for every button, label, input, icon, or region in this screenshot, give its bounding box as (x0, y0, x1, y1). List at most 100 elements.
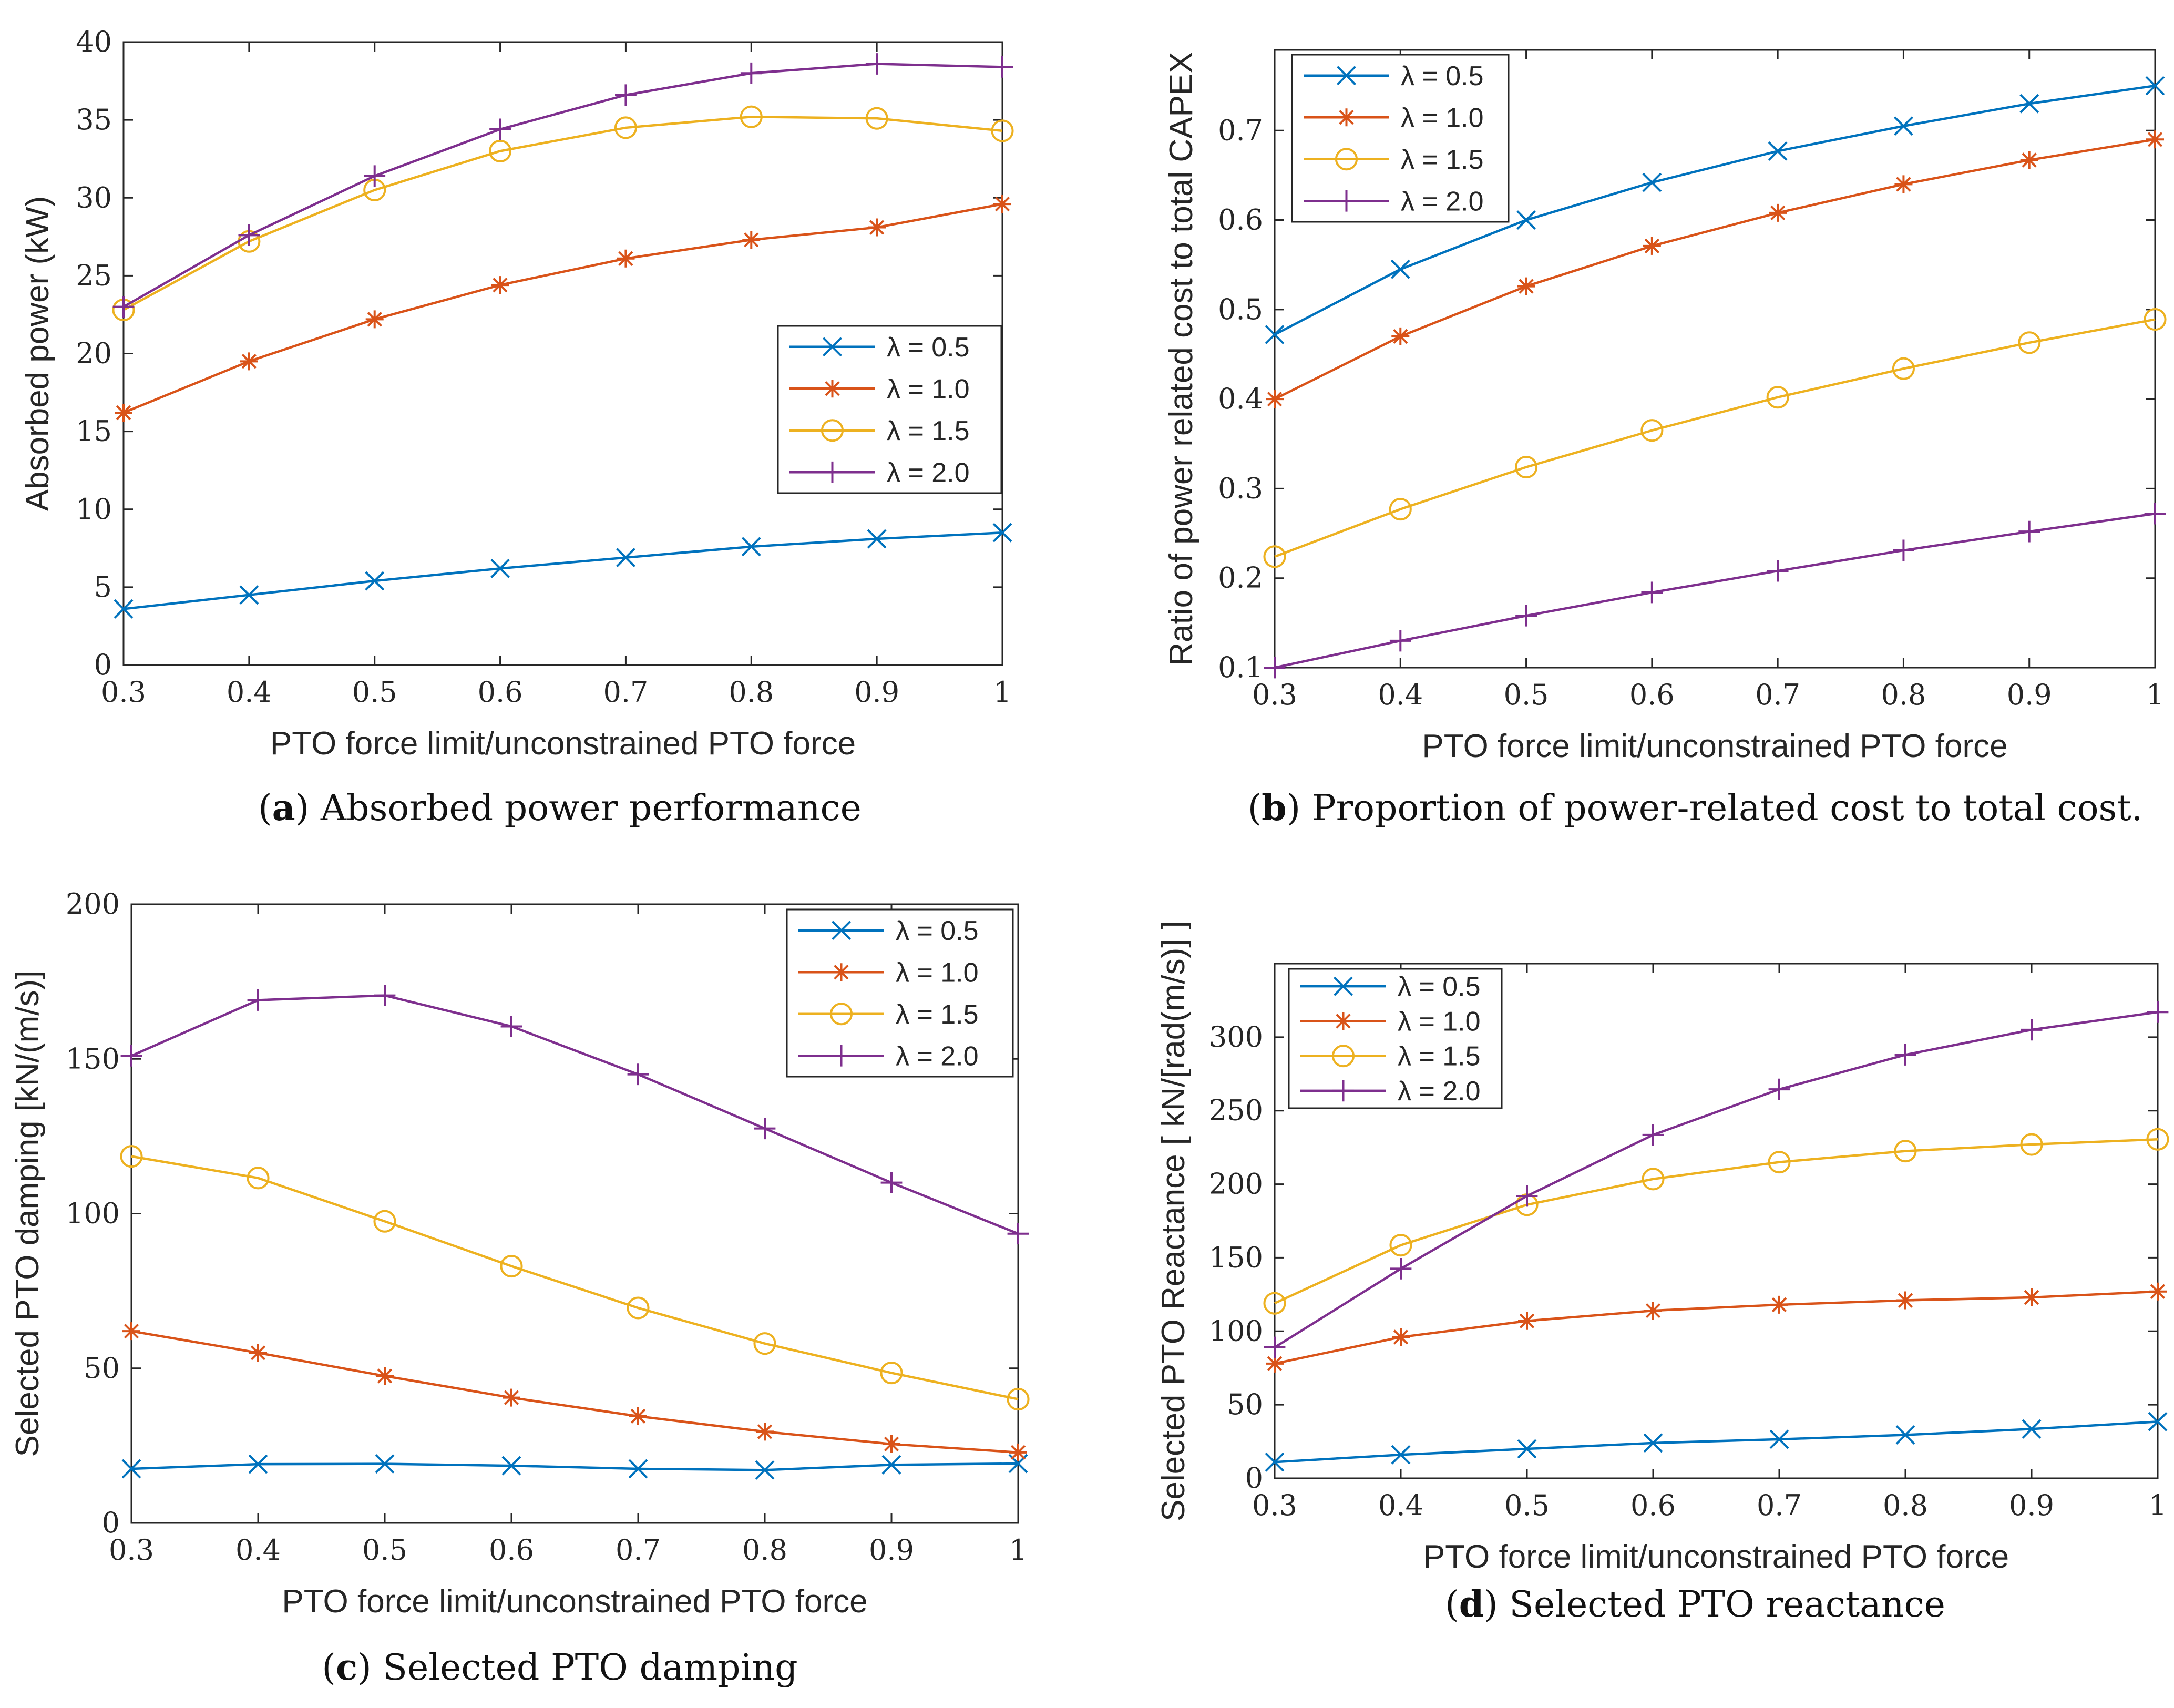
y-tick-label: 40 (76, 25, 112, 58)
x-tick-label: 0.8 (1881, 678, 1926, 711)
data-point (2145, 76, 2165, 96)
data-point (1642, 1124, 1664, 1146)
legend-entry-label: λ = 1.0 (896, 957, 979, 988)
caption-paren: ( (1445, 1584, 1459, 1625)
x-tick-label: 0.7 (1755, 678, 1800, 711)
data-point (1894, 1140, 1917, 1163)
data-point (491, 276, 509, 294)
data-point (2148, 1412, 2168, 1431)
x-tick-label: 0.7 (616, 1533, 661, 1567)
x-tick-label: 0.3 (1252, 1489, 1297, 1522)
legend-marker (823, 380, 842, 398)
y-tick-label: 50 (1227, 1388, 1263, 1421)
x-tick-label: 0.5 (1504, 1489, 1550, 1522)
data-point (122, 1322, 140, 1341)
data-point (1769, 203, 1787, 222)
x-tick-label: 0.8 (729, 676, 774, 709)
data-point (2023, 1288, 2040, 1306)
series-line-4 (112, 53, 1013, 318)
data-point (1643, 1433, 1663, 1453)
series-line-2 (122, 1322, 1027, 1461)
series-path (1274, 318, 2156, 558)
data-point (883, 1435, 900, 1453)
y-tick-label: 35 (76, 103, 112, 136)
y-tick-label: 20 (76, 337, 112, 370)
series-line-4 (120, 985, 1029, 1245)
data-point (2020, 151, 2038, 169)
x-tick-label: 0.5 (352, 676, 397, 709)
legend-entry-label: λ = 0.5 (896, 916, 979, 946)
data-point (501, 1456, 521, 1476)
figure-caption: (d) Selected PTO reactance (1445, 1583, 1945, 1625)
x-tick-label: 1 (993, 676, 1011, 709)
legend-marker (830, 1045, 852, 1067)
legend-box (786, 908, 1014, 1078)
data-point (375, 1454, 395, 1474)
data-point (880, 1172, 903, 1194)
data-point (1265, 1452, 1285, 1472)
data-point (755, 1460, 775, 1480)
series-path (123, 531, 1003, 610)
data-point (991, 119, 1014, 142)
x-tick-label: 0.6 (478, 676, 523, 709)
data-point (617, 249, 635, 268)
y-tick-label: 0.4 (1218, 382, 1263, 415)
data-point (2144, 503, 2166, 525)
data-point (2149, 1282, 2167, 1301)
data-point (1894, 116, 1913, 136)
data-point (1266, 1354, 1284, 1373)
series-line-4 (1264, 503, 2166, 679)
data-point (1264, 657, 1286, 679)
data-point (2144, 308, 2167, 331)
data-point (1007, 1388, 1030, 1411)
series-line-3 (1263, 308, 2167, 568)
data-point (1516, 1185, 1538, 1207)
figure-caption: (a) Absorbed power performance (258, 787, 862, 829)
data-point (1389, 630, 1411, 652)
legend-entry-label: λ = 1.5 (1401, 145, 1484, 175)
data-point (500, 1016, 522, 1037)
data-point (1392, 1328, 1410, 1346)
caption-letter: b (1262, 787, 1287, 829)
x-tick-label: 0.8 (742, 1533, 787, 1567)
y-tick-label: 0.6 (1218, 203, 1263, 237)
x-tick-label: 0.7 (1757, 1489, 1802, 1522)
data-point (120, 1045, 142, 1067)
x-tick-label: 0.3 (1252, 678, 1297, 711)
x-tick-label: 0.6 (1630, 1489, 1676, 1522)
legend-entry-label: λ = 2.0 (1401, 186, 1484, 217)
data-point (1389, 498, 1412, 521)
series-path (122, 63, 1003, 308)
data-point (115, 404, 132, 422)
figure-caption: (b) Proportion of power-related cost to … (1248, 787, 2143, 829)
caption-paren: ( (1248, 787, 1262, 829)
y-axis-label: Ratio of power related cost to total CAP… (1163, 52, 1199, 666)
data-point (1894, 1044, 1916, 1066)
legend-entry-label: λ = 2.0 (887, 457, 970, 488)
data-point (374, 985, 396, 1007)
legend-marker (1334, 1012, 1352, 1030)
legend-entry-label: λ = 0.5 (1398, 971, 1481, 1002)
data-point (2018, 520, 2040, 543)
data-point (740, 62, 762, 84)
legend: λ = 0.5 λ = 1.0 λ = 1.5 λ = 2.0 (1291, 54, 1510, 223)
data-point (993, 195, 1011, 213)
y-tick-label: 5 (94, 570, 112, 604)
caption-letter: a (272, 787, 295, 829)
x-tick-label: 0.4 (235, 1533, 281, 1567)
data-point (753, 1332, 776, 1355)
data-point (1640, 419, 1664, 442)
x-tick-label: 0.5 (362, 1533, 407, 1567)
series-path (1274, 1420, 2158, 1464)
x-tick-label: 0.9 (2007, 678, 2052, 711)
data-point (373, 1210, 396, 1233)
data-point (1515, 605, 1537, 627)
series-line-1 (1265, 76, 2165, 344)
caption-letter: d (1459, 1583, 1484, 1625)
caption-text: ) Proportion of power-related cost to to… (1287, 787, 2143, 829)
data-point (489, 139, 512, 162)
chart-panel-b: 0.3 0.4 0.5 0.6 0.7 0.8 0.9 1 0.1 0.2 0.3 0.4 0.5 0.6… (1163, 49, 2167, 829)
data-point (2147, 1001, 2169, 1023)
data-point (756, 1423, 774, 1441)
y-tick-label: 150 (66, 1042, 120, 1075)
